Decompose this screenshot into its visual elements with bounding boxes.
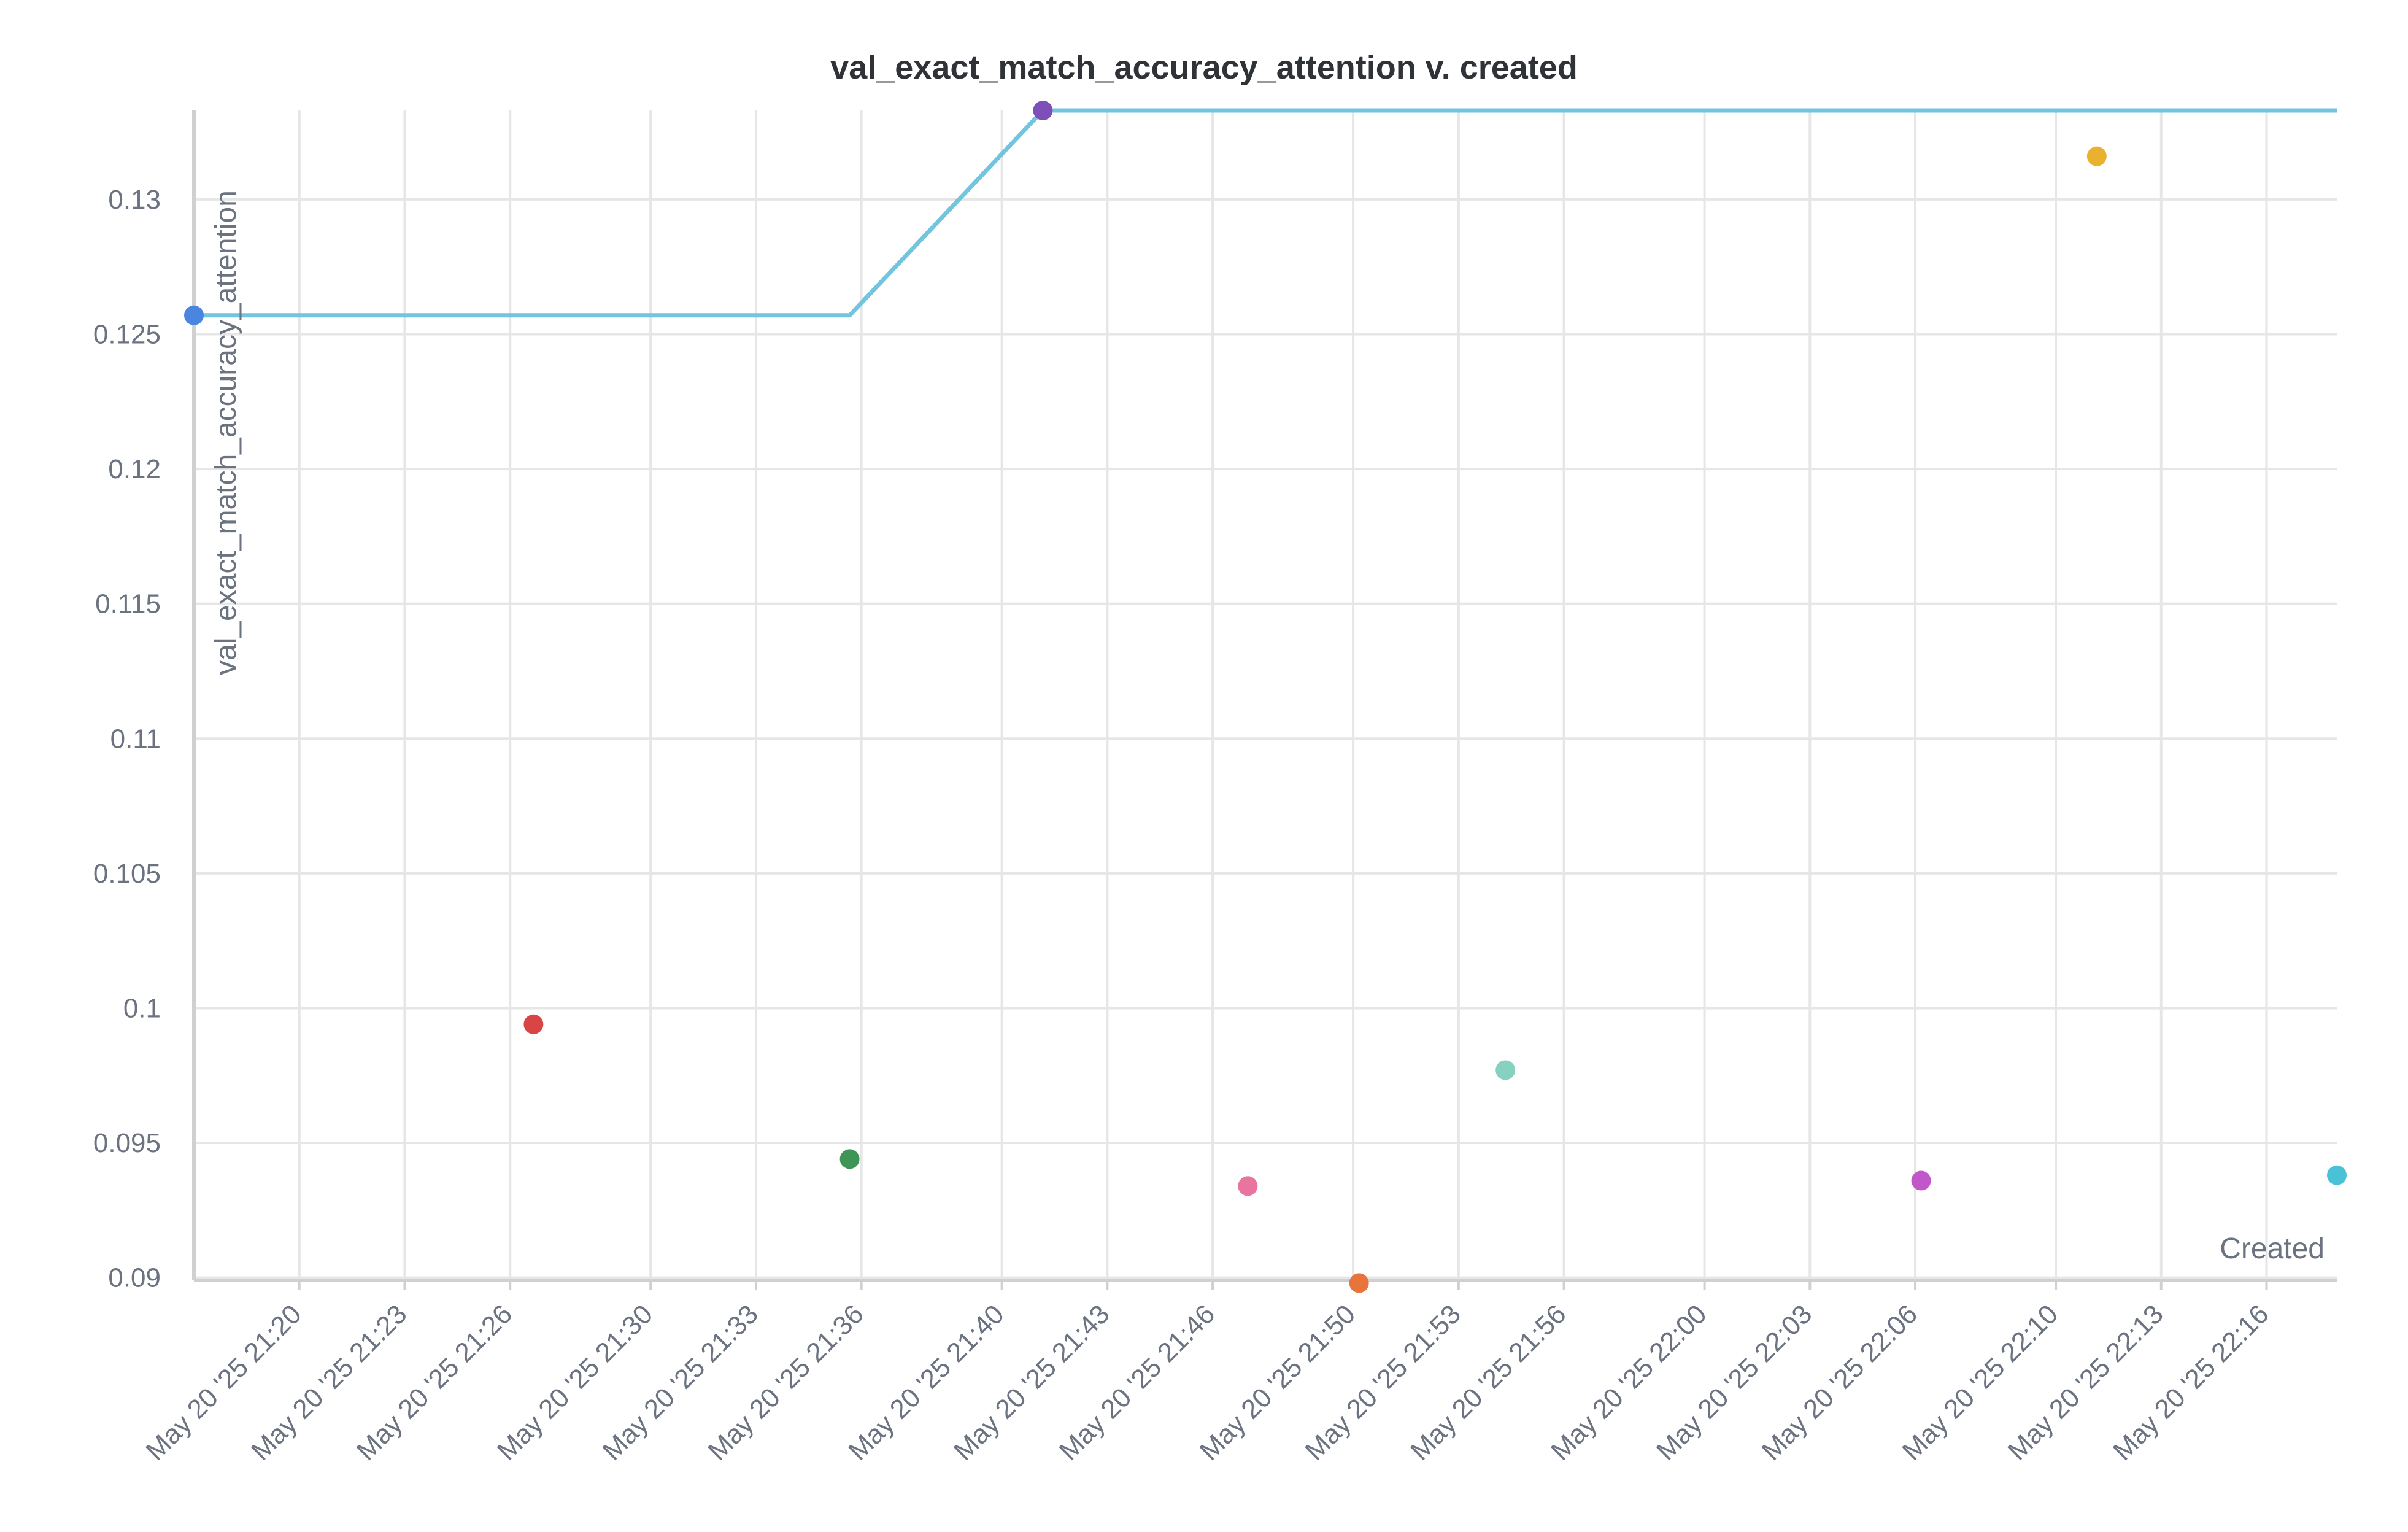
data-point-9[interactable]	[2086, 146, 2107, 166]
data-point-5[interactable]	[1238, 1176, 1258, 1196]
y-tick-label: 0.13	[108, 185, 161, 215]
axis-layer	[192, 110, 2337, 1290]
y-axis-label: val_exact_match_accuracy_attention	[210, 190, 242, 675]
best-so-far-line	[194, 108, 2337, 318]
y-tick-label: 0.125	[93, 320, 161, 350]
point-layer	[184, 101, 2347, 1293]
data-point-3[interactable]	[839, 1149, 860, 1169]
data-point-7[interactable]	[1495, 1060, 1516, 1080]
data-point-4[interactable]	[1033, 101, 1053, 120]
data-point-1[interactable]	[184, 305, 204, 325]
label-layer: 0.090.0950.10.1050.110.1150.120.1250.13M…	[93, 185, 2275, 1466]
y-tick-label: 0.105	[93, 859, 161, 889]
y-tick-label: 0.11	[110, 724, 161, 754]
data-point-10[interactable]	[2327, 1165, 2347, 1185]
y-tick-label: 0.095	[93, 1128, 161, 1158]
data-point-8[interactable]	[1911, 1170, 1931, 1191]
grid-layer	[194, 110, 2337, 1280]
y-tick-label: 0.12	[108, 454, 161, 484]
data-point-6[interactable]	[1349, 1273, 1369, 1293]
y-tick-label: 0.115	[95, 589, 161, 619]
line-layer	[194, 108, 2337, 318]
chart-title: val_exact_match_accuracy_attention v. cr…	[830, 49, 1578, 86]
data-point-2[interactable]	[523, 1014, 544, 1034]
y-tick-label: 0.09	[108, 1263, 161, 1293]
y-tick-label: 0.1	[123, 993, 161, 1023]
x-axis-label: Created	[2220, 1232, 2325, 1265]
